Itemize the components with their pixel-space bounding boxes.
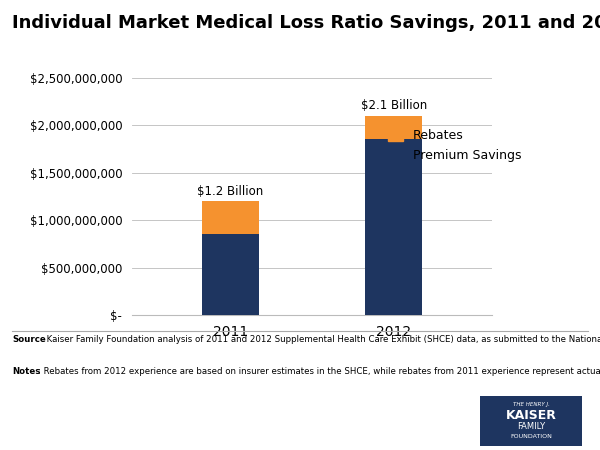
Text: FAMILY: FAMILY — [517, 422, 545, 431]
Text: FOUNDATION: FOUNDATION — [510, 434, 552, 439]
Bar — [202, 234, 259, 315]
Text: : Kaiser Family Foundation analysis of 2011 and 2012 Supplemental Health Care Ex: : Kaiser Family Foundation analysis of 2… — [41, 335, 600, 344]
Text: KAISER: KAISER — [506, 410, 556, 422]
Bar — [202, 201, 259, 234]
Legend: Rebates, Premium Savings: Rebates, Premium Savings — [383, 124, 527, 167]
Text: Notes: Notes — [12, 367, 40, 376]
Text: THE HENRY J.: THE HENRY J. — [512, 402, 550, 407]
Text: : Rebates from 2012 experience are based on insurer estimates in the SHCE, while: : Rebates from 2012 experience are based… — [38, 367, 600, 376]
Text: Individual Market Medical Loss Ratio Savings, 2011 and 2012: Individual Market Medical Loss Ratio Sav… — [12, 14, 600, 32]
Bar — [365, 140, 422, 315]
Text: Source: Source — [12, 335, 46, 344]
Text: $2.1 Billion: $2.1 Billion — [361, 99, 427, 112]
Text: $1.2 Billion: $1.2 Billion — [197, 185, 263, 198]
Bar — [365, 116, 422, 140]
